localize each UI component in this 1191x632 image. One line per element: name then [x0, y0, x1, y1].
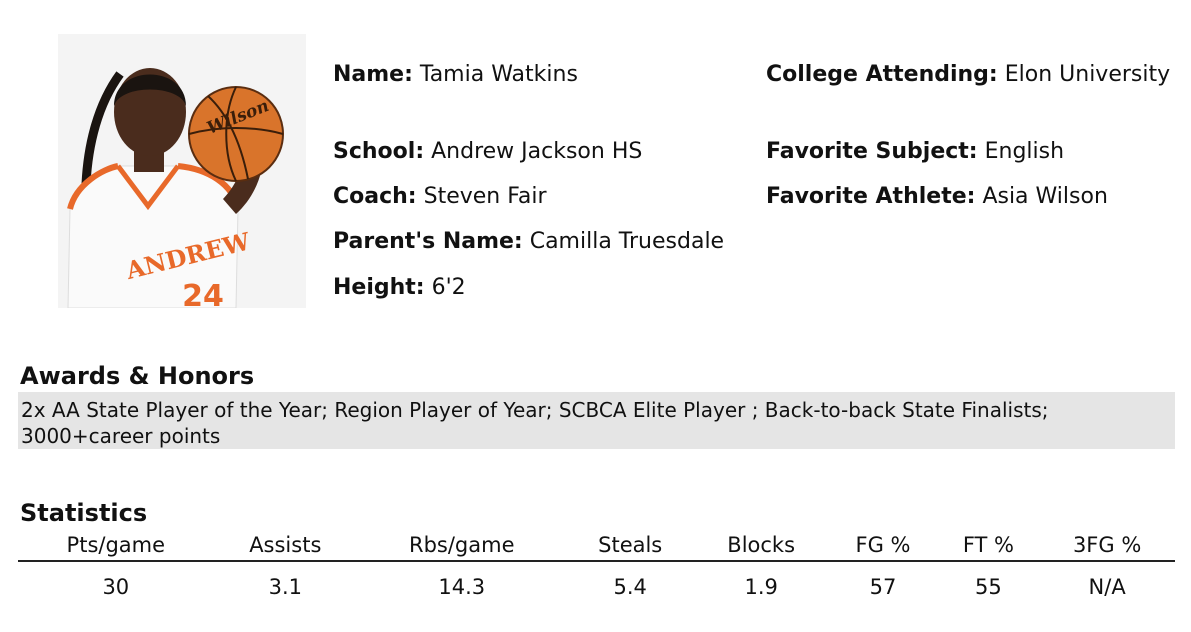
- table-row: 30 3.1 14.3 5.4 1.9 57 55 N/A: [18, 561, 1175, 612]
- statistics-table: Pts/game Assists Rbs/game Steals Blocks …: [18, 530, 1175, 612]
- college-value: Elon University: [1004, 62, 1171, 87]
- awards-box: 2x AA State Player of the Year; Region P…: [18, 392, 1175, 449]
- statistics-header-row: Pts/game Assists Rbs/game Steals Blocks …: [18, 530, 1175, 562]
- parent-value: Camilla Truesdale: [529, 229, 725, 254]
- jersey-number: 24: [182, 279, 224, 308]
- stat-header-assists: Assists: [213, 530, 357, 562]
- stat-value-blocks: 1.9: [744, 575, 778, 599]
- subject-field: Favorite Subject: English: [766, 139, 1064, 164]
- braid-hair: [81, 71, 124, 185]
- height-label: Height:: [333, 275, 425, 300]
- basketball-icon: [188, 86, 284, 182]
- school-label: School:: [333, 139, 425, 164]
- parent-label: Parent's Name:: [333, 229, 523, 254]
- name-label: Name:: [333, 62, 413, 87]
- stat-header-blocks: Blocks: [693, 530, 829, 562]
- stat-header-fg: FG %: [828, 530, 938, 562]
- awards-title: Awards & Honors: [20, 362, 255, 390]
- school-value: Andrew Jackson HS: [431, 139, 643, 164]
- coach-field: Coach: Steven Fair: [333, 184, 547, 209]
- player-photo: Wilson ANDREW 24: [58, 34, 306, 308]
- stat-value-pts: 30: [102, 575, 130, 599]
- statistics-title: Statistics: [20, 499, 148, 527]
- stat-header-pts: Pts/game: [18, 530, 214, 562]
- athlete-field: Favorite Athlete: Asia Wilson: [766, 184, 1108, 209]
- stat-header-rebounds: Rbs/game: [356, 530, 567, 562]
- college-field: College Attending: Elon University: [766, 62, 1170, 87]
- awards-line-2: 3000+career points: [21, 424, 221, 448]
- name-field: Name: Tamia Watkins: [333, 62, 578, 87]
- athlete-value: Asia Wilson: [982, 184, 1108, 209]
- coach-value: Steven Fair: [423, 184, 547, 209]
- stat-header-ft: FT %: [937, 530, 1040, 562]
- stat-value-fg: 57: [869, 575, 897, 599]
- parent-field: Parent's Name: Camilla Truesdale: [333, 229, 724, 254]
- college-label: College Attending:: [766, 62, 998, 87]
- subject-label: Favorite Subject:: [766, 139, 978, 164]
- stat-value-3fg: N/A: [1088, 575, 1126, 599]
- stat-value-ft: 55: [975, 575, 1002, 599]
- hair: [114, 74, 186, 106]
- height-value: 6'2: [431, 275, 466, 300]
- stat-value-rebounds: 14.3: [438, 575, 486, 599]
- player-illustration: Wilson ANDREW 24: [58, 34, 306, 308]
- subject-value: English: [984, 139, 1065, 164]
- awards-line-1: 2x AA State Player of the Year; Region P…: [21, 398, 1049, 422]
- stat-header-3fg: 3FG %: [1039, 530, 1175, 562]
- school-field: School: Andrew Jackson HS: [333, 139, 642, 164]
- stat-header-steals: Steals: [566, 530, 694, 562]
- stat-value-steals: 5.4: [613, 575, 647, 599]
- stat-value-assists: 3.1: [268, 575, 302, 599]
- name-value: Tamia Watkins: [419, 62, 578, 87]
- athlete-label: Favorite Athlete:: [766, 184, 976, 209]
- coach-label: Coach:: [333, 184, 417, 209]
- height-field: Height: 6'2: [333, 275, 466, 300]
